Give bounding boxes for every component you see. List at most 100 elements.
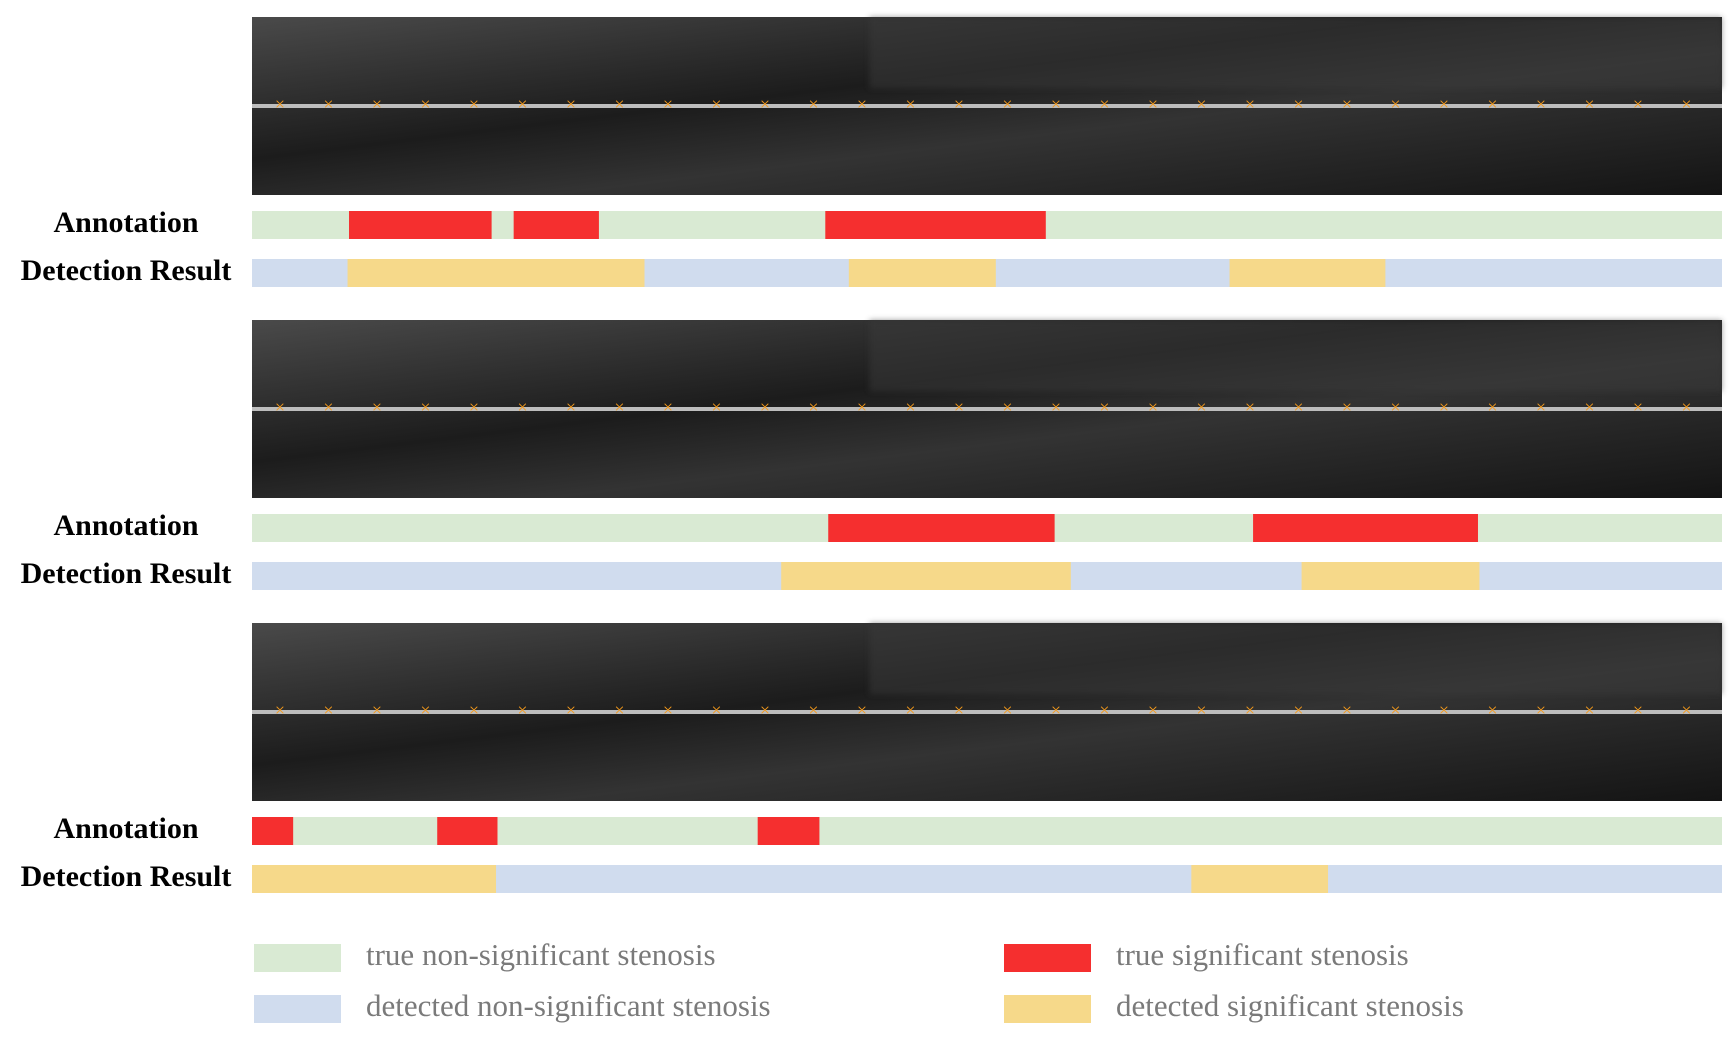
stenosis-segment — [1253, 514, 1478, 542]
image-texture — [869, 623, 1722, 695]
centerline-marker: × — [1245, 700, 1255, 720]
centerline-marker: × — [1002, 94, 1012, 114]
row-label: Annotation — [53, 509, 198, 542]
centerline-marker: × — [1002, 700, 1012, 720]
centerline-marker: × — [1633, 94, 1643, 114]
centerline-marker: × — [1245, 94, 1255, 114]
legend-text: true significant stenosis — [1116, 937, 1409, 972]
row-label: Annotation — [53, 812, 198, 845]
row-label: Annotation — [53, 206, 198, 239]
centerline-marker: × — [711, 397, 721, 417]
centerline-marker: × — [1099, 700, 1109, 720]
centerline-marker: × — [663, 397, 673, 417]
centerline-marker: × — [954, 397, 964, 417]
centerline-marker: × — [1293, 397, 1303, 417]
centerline-marker: × — [469, 397, 479, 417]
centerline-marker: × — [1633, 700, 1643, 720]
centerline-marker: × — [275, 397, 285, 417]
centerline-marker: × — [1439, 94, 1449, 114]
centerline-marker: × — [420, 397, 430, 417]
centerline-marker: × — [1536, 700, 1546, 720]
centerline-marker: × — [1390, 700, 1400, 720]
centerline-marker: × — [1390, 397, 1400, 417]
centerline-marker: × — [372, 700, 382, 720]
centerline-marker: × — [857, 700, 867, 720]
centerline-marker: × — [566, 94, 576, 114]
centerline-marker: × — [323, 94, 333, 114]
legend-text: detected non-significant stenosis — [366, 988, 771, 1023]
stenosis-segment — [828, 514, 1055, 542]
centerline-marker: × — [711, 700, 721, 720]
centerline-marker: × — [275, 700, 285, 720]
centerline-marker: × — [517, 700, 527, 720]
centerline-marker: × — [323, 397, 333, 417]
centerline-marker: × — [1293, 94, 1303, 114]
centerline-marker: × — [1487, 397, 1497, 417]
centerline-marker: × — [954, 700, 964, 720]
centerline-marker: × — [905, 397, 915, 417]
centerline-marker: × — [1342, 94, 1352, 114]
centerline-marker: × — [1148, 700, 1158, 720]
legend-text: detected significant stenosis — [1116, 988, 1464, 1023]
centerline-marker: × — [275, 94, 285, 114]
centerline-marker: × — [1342, 397, 1352, 417]
centerline-marker: × — [1099, 94, 1109, 114]
centerline-marker: × — [808, 700, 818, 720]
vessel-image: × × × × × × × × × × × × × × × × × × × × × × × × × × × × × × — [252, 320, 1722, 498]
centerline-marker: × — [663, 700, 673, 720]
legend-swatch — [1004, 995, 1091, 1023]
legend-swatch — [254, 944, 341, 972]
centerline-marker: × — [1584, 700, 1594, 720]
stenosis-segment — [437, 817, 498, 845]
centerline-marker: × — [1681, 94, 1691, 114]
centerline-marker: × — [905, 700, 915, 720]
centerline-marker: × — [1487, 700, 1497, 720]
centerline-marker: × — [1245, 397, 1255, 417]
centerline-marker: × — [614, 700, 624, 720]
row-label: Detection Result — [21, 860, 232, 893]
centerline-marker: × — [905, 94, 915, 114]
stenosis-segment — [347, 259, 645, 287]
centerline-marker: × — [1439, 397, 1449, 417]
centerline-marker: × — [760, 700, 770, 720]
centerline-marker: × — [1342, 700, 1352, 720]
stenosis-segment — [349, 211, 492, 239]
stenosis-segment — [825, 211, 1046, 239]
centerline-marker: × — [614, 397, 624, 417]
stenosis-segment — [252, 865, 497, 893]
centerline-marker: × — [663, 94, 673, 114]
centerline-marker: × — [469, 94, 479, 114]
legend-text: true non-significant stenosis — [366, 937, 716, 972]
centerline-marker: × — [420, 94, 430, 114]
centerline-marker: × — [857, 94, 867, 114]
centerline-marker: × — [1196, 397, 1206, 417]
centerline-marker: × — [711, 94, 721, 114]
centerline-marker: × — [760, 397, 770, 417]
centerline-marker: × — [1051, 700, 1061, 720]
legend-swatch — [254, 995, 341, 1023]
row-label: Detection Result — [21, 557, 232, 590]
centerline-marker: × — [517, 397, 527, 417]
centerline-marker: × — [808, 397, 818, 417]
centerline-marker: × — [1487, 94, 1497, 114]
centerline-marker: × — [1051, 397, 1061, 417]
stenosis-segment — [1229, 259, 1386, 287]
stenosis-segment — [757, 817, 820, 845]
centerline-marker: × — [372, 397, 382, 417]
centerline-marker: × — [760, 94, 770, 114]
centerline-marker: × — [1633, 397, 1643, 417]
centerline-marker: × — [420, 700, 430, 720]
stenosis-segment — [513, 211, 599, 239]
stenosis-segment — [252, 817, 294, 845]
image-texture — [869, 17, 1722, 89]
centerline-marker: × — [1148, 94, 1158, 114]
centerline-marker: × — [517, 94, 527, 114]
centerline-marker: × — [1681, 397, 1691, 417]
centerline-marker: × — [1196, 94, 1206, 114]
centerline-marker: × — [1002, 397, 1012, 417]
centerline-marker: × — [1584, 397, 1594, 417]
centerline-marker: × — [1148, 397, 1158, 417]
centerline-marker: × — [1681, 700, 1691, 720]
centerline-marker: × — [566, 397, 576, 417]
